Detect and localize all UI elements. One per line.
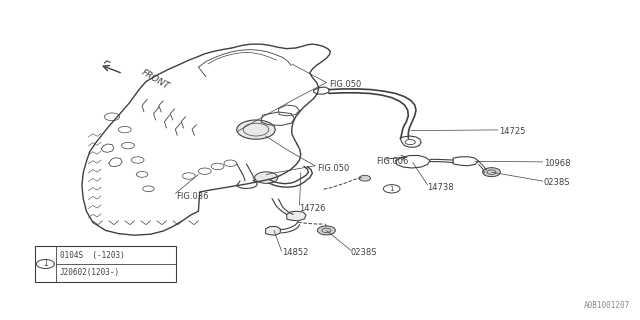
Text: 0238S: 0238S <box>544 178 570 187</box>
Circle shape <box>237 120 275 139</box>
Text: J20602(1203-): J20602(1203-) <box>60 268 120 277</box>
Text: A0B1001207: A0B1001207 <box>584 301 630 310</box>
Text: 0238S: 0238S <box>351 248 377 257</box>
Text: 14852: 14852 <box>282 248 308 257</box>
Polygon shape <box>266 227 280 235</box>
Text: 14726: 14726 <box>300 204 326 212</box>
Circle shape <box>317 226 335 235</box>
Text: FIG.006: FIG.006 <box>376 157 409 166</box>
Text: FIG.050: FIG.050 <box>317 164 349 172</box>
Text: 1: 1 <box>43 260 48 268</box>
Text: FRONT: FRONT <box>140 68 171 92</box>
Text: 10968: 10968 <box>544 159 570 168</box>
Circle shape <box>483 168 500 177</box>
Text: 1: 1 <box>389 186 394 192</box>
Bar <box>35 246 176 282</box>
Text: 14738: 14738 <box>428 183 454 192</box>
Polygon shape <box>287 211 306 221</box>
Text: 0104S  (-1203): 0104S (-1203) <box>60 251 124 260</box>
Text: 14725: 14725 <box>499 127 525 136</box>
Circle shape <box>359 175 371 181</box>
Circle shape <box>255 172 278 183</box>
Text: FIG.036: FIG.036 <box>176 192 209 201</box>
Text: FIG.050: FIG.050 <box>330 80 362 89</box>
